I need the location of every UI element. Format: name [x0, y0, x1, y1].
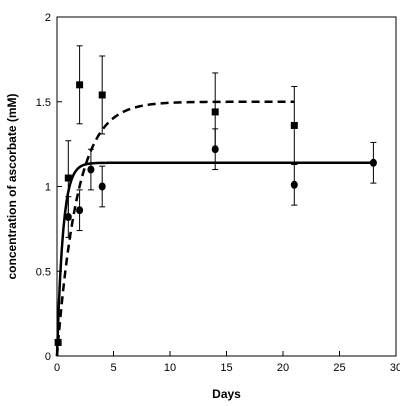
axis-ticks: 0 5 10 15 20 25 30 0 0.5 1 1.5 2 — [36, 12, 400, 374]
circle-marker — [64, 213, 72, 222]
circle-marker — [211, 145, 219, 154]
circle-marker — [98, 182, 106, 191]
y-tick-label: 0 — [45, 351, 51, 363]
circle-marker — [87, 165, 95, 174]
square-marker — [290, 121, 298, 129]
square-marker — [98, 91, 106, 99]
x-tick-label: 30 — [390, 362, 400, 374]
square-marker — [76, 81, 84, 89]
square-marker — [54, 338, 62, 346]
error-bars — [65, 45, 377, 238]
y-tick-label: 1 — [45, 182, 51, 194]
plot-frame — [56, 16, 397, 357]
y-tick-label: 1.5 — [36, 97, 51, 109]
fit-curve-1 — [55, 100, 295, 357]
square-marker — [211, 108, 219, 116]
x-tick-label: 25 — [333, 362, 345, 374]
circle-marker — [76, 206, 84, 215]
y-tick-label: 0.5 — [36, 266, 51, 278]
x-tick-label: 20 — [277, 362, 289, 374]
x-axis-label: Days — [212, 387, 241, 401]
y-axis-label: concentration of ascorbate (mM) — [5, 93, 19, 279]
x-tick-label: 5 — [110, 362, 116, 374]
y-tick-label: 2 — [45, 12, 51, 24]
x-tick-label: 0 — [54, 362, 60, 374]
circle-marker — [369, 158, 377, 167]
data-markers — [54, 81, 377, 346]
fit-curve-2 — [55, 161, 374, 357]
x-tick-label: 10 — [164, 362, 176, 374]
circle-marker — [290, 180, 298, 189]
x-tick-label: 15 — [220, 362, 232, 374]
square-marker — [64, 174, 72, 182]
